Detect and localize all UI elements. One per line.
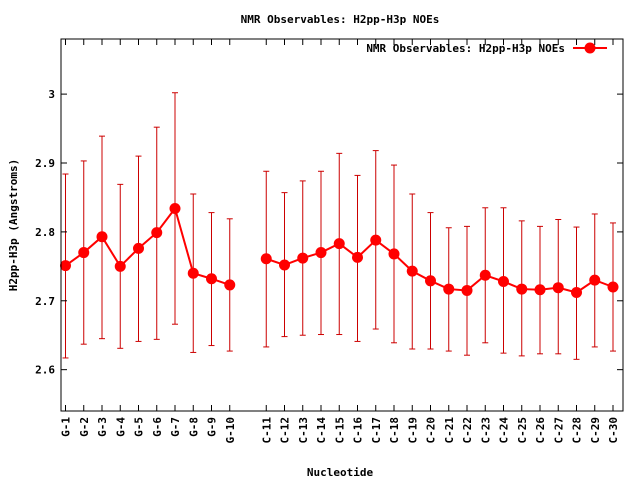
data-point [479, 269, 491, 281]
data-point [78, 247, 90, 259]
data-point [370, 234, 382, 246]
legend-marker [584, 42, 596, 54]
x-tick-label: G-6 [151, 417, 164, 437]
y-tick-label: 2.8 [35, 226, 55, 239]
series-line-segment-1 [64, 206, 231, 286]
x-axis-label: Nucleotide [307, 466, 374, 479]
x-tick-label: C-28 [571, 417, 584, 444]
data-point [133, 242, 144, 254]
x-tick-label: C-18 [388, 417, 401, 444]
data-point [333, 238, 345, 250]
data-point [206, 273, 217, 285]
x-tick-label: C-13 [297, 417, 310, 444]
x-tick-label: G-8 [187, 417, 200, 437]
x-tick-label: C-27 [552, 417, 565, 444]
data-point [315, 247, 327, 259]
data-point [406, 265, 418, 277]
x-tick-label: C-24 [498, 417, 511, 444]
data-point [388, 248, 400, 260]
data-point [552, 282, 564, 294]
x-tick-label: C-20 [425, 417, 438, 444]
y-tick-label: 2.9 [35, 157, 55, 170]
x-tick-label: G-5 [133, 417, 146, 437]
x-tick-label: C-23 [479, 417, 492, 444]
plot-layer [60, 92, 619, 360]
data-point [114, 260, 126, 272]
plot-frame [60, 38, 624, 412]
y-axis: 2.6 2.7 2.8 2.9 3 [35, 88, 623, 377]
x-tick-label: C-12 [279, 417, 292, 444]
data-point [498, 275, 509, 287]
data-point [60, 260, 71, 272]
y-tick-label: 2.6 [35, 364, 55, 377]
x-tick-label: C-26 [534, 417, 547, 444]
x-tick-label: G-9 [206, 417, 219, 437]
data-point [607, 281, 619, 293]
x-tick-label: C-17 [370, 417, 383, 444]
x-tick-label: C-16 [352, 417, 365, 444]
x-tick-label: G-10 [224, 417, 237, 444]
x-tick-label: C-11 [260, 417, 273, 444]
chart-title: NMR Observables: H2pp-H3p NOEs [241, 13, 440, 26]
data-point [461, 284, 473, 296]
x-tick-label: C-30 [607, 417, 620, 444]
y-tick-label: 2.7 [35, 295, 55, 308]
data-point [187, 267, 199, 279]
x-tick-label: G-4 [114, 417, 127, 437]
data-point [260, 253, 272, 265]
x-tick-label: C-25 [516, 417, 529, 444]
x-tick-label: C-21 [443, 417, 456, 444]
y-axis-label: H2pp-H3p (Angstroms) [7, 159, 20, 291]
data-point [279, 259, 290, 271]
data-point [352, 251, 363, 263]
data-point [571, 287, 582, 299]
x-axis: G-1 G-2 G-3 G-4 G-5 G-6 G-7 G-8 G-9 G-10 C-11 C-12 C… [60, 39, 620, 444]
x-tick-label: C-15 [333, 417, 346, 444]
data-point [589, 274, 601, 286]
data-point [297, 252, 309, 264]
y-tick-label: 3 [48, 88, 55, 101]
x-tick-label: C-22 [461, 417, 474, 444]
x-tick-label: G-3 [96, 417, 109, 437]
x-tick-label: C-14 [315, 417, 328, 444]
x-tick-label: C-29 [589, 417, 602, 444]
data-point [96, 231, 108, 243]
data-point [443, 283, 455, 295]
data-point [224, 279, 236, 291]
x-tick-label: G-1 [60, 417, 73, 437]
data-point [169, 202, 181, 214]
x-tick-label: G-2 [78, 417, 91, 437]
legend-entry-label: NMR Observables: H2pp-H3p NOEs [366, 42, 565, 55]
x-tick-label: G-7 [169, 417, 182, 437]
data-point [425, 275, 436, 287]
data-point [151, 227, 163, 239]
data-point [516, 283, 528, 295]
data-point [534, 284, 546, 296]
legend: NMR Observables: H2pp-H3p NOEs [366, 42, 607, 55]
x-tick-label: C-19 [406, 417, 419, 444]
